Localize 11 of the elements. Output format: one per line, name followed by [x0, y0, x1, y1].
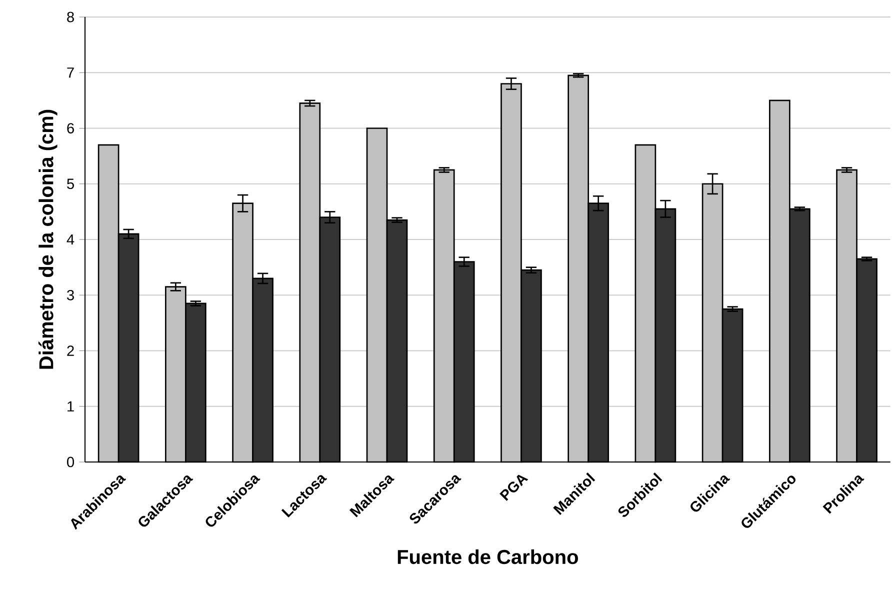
- y-tick-label: 5: [67, 178, 74, 189]
- y-tick-label: 4: [66, 234, 74, 245]
- y-tick-label: 7: [67, 68, 74, 78]
- y-tick-label: 2: [67, 346, 74, 356]
- y-tick-label: 6: [67, 123, 74, 134]
- y-tick-label: 3: [67, 290, 74, 300]
- y-axis-title: Diámetro de la colonia (cm): [38, 110, 58, 369]
- y-tick-label: 8: [67, 12, 74, 22]
- y-tick-label: 1: [68, 401, 74, 412]
- x-axis-title: Fuente de Carbono: [398, 549, 578, 564]
- y-tick-label: 0: [67, 456, 74, 468]
